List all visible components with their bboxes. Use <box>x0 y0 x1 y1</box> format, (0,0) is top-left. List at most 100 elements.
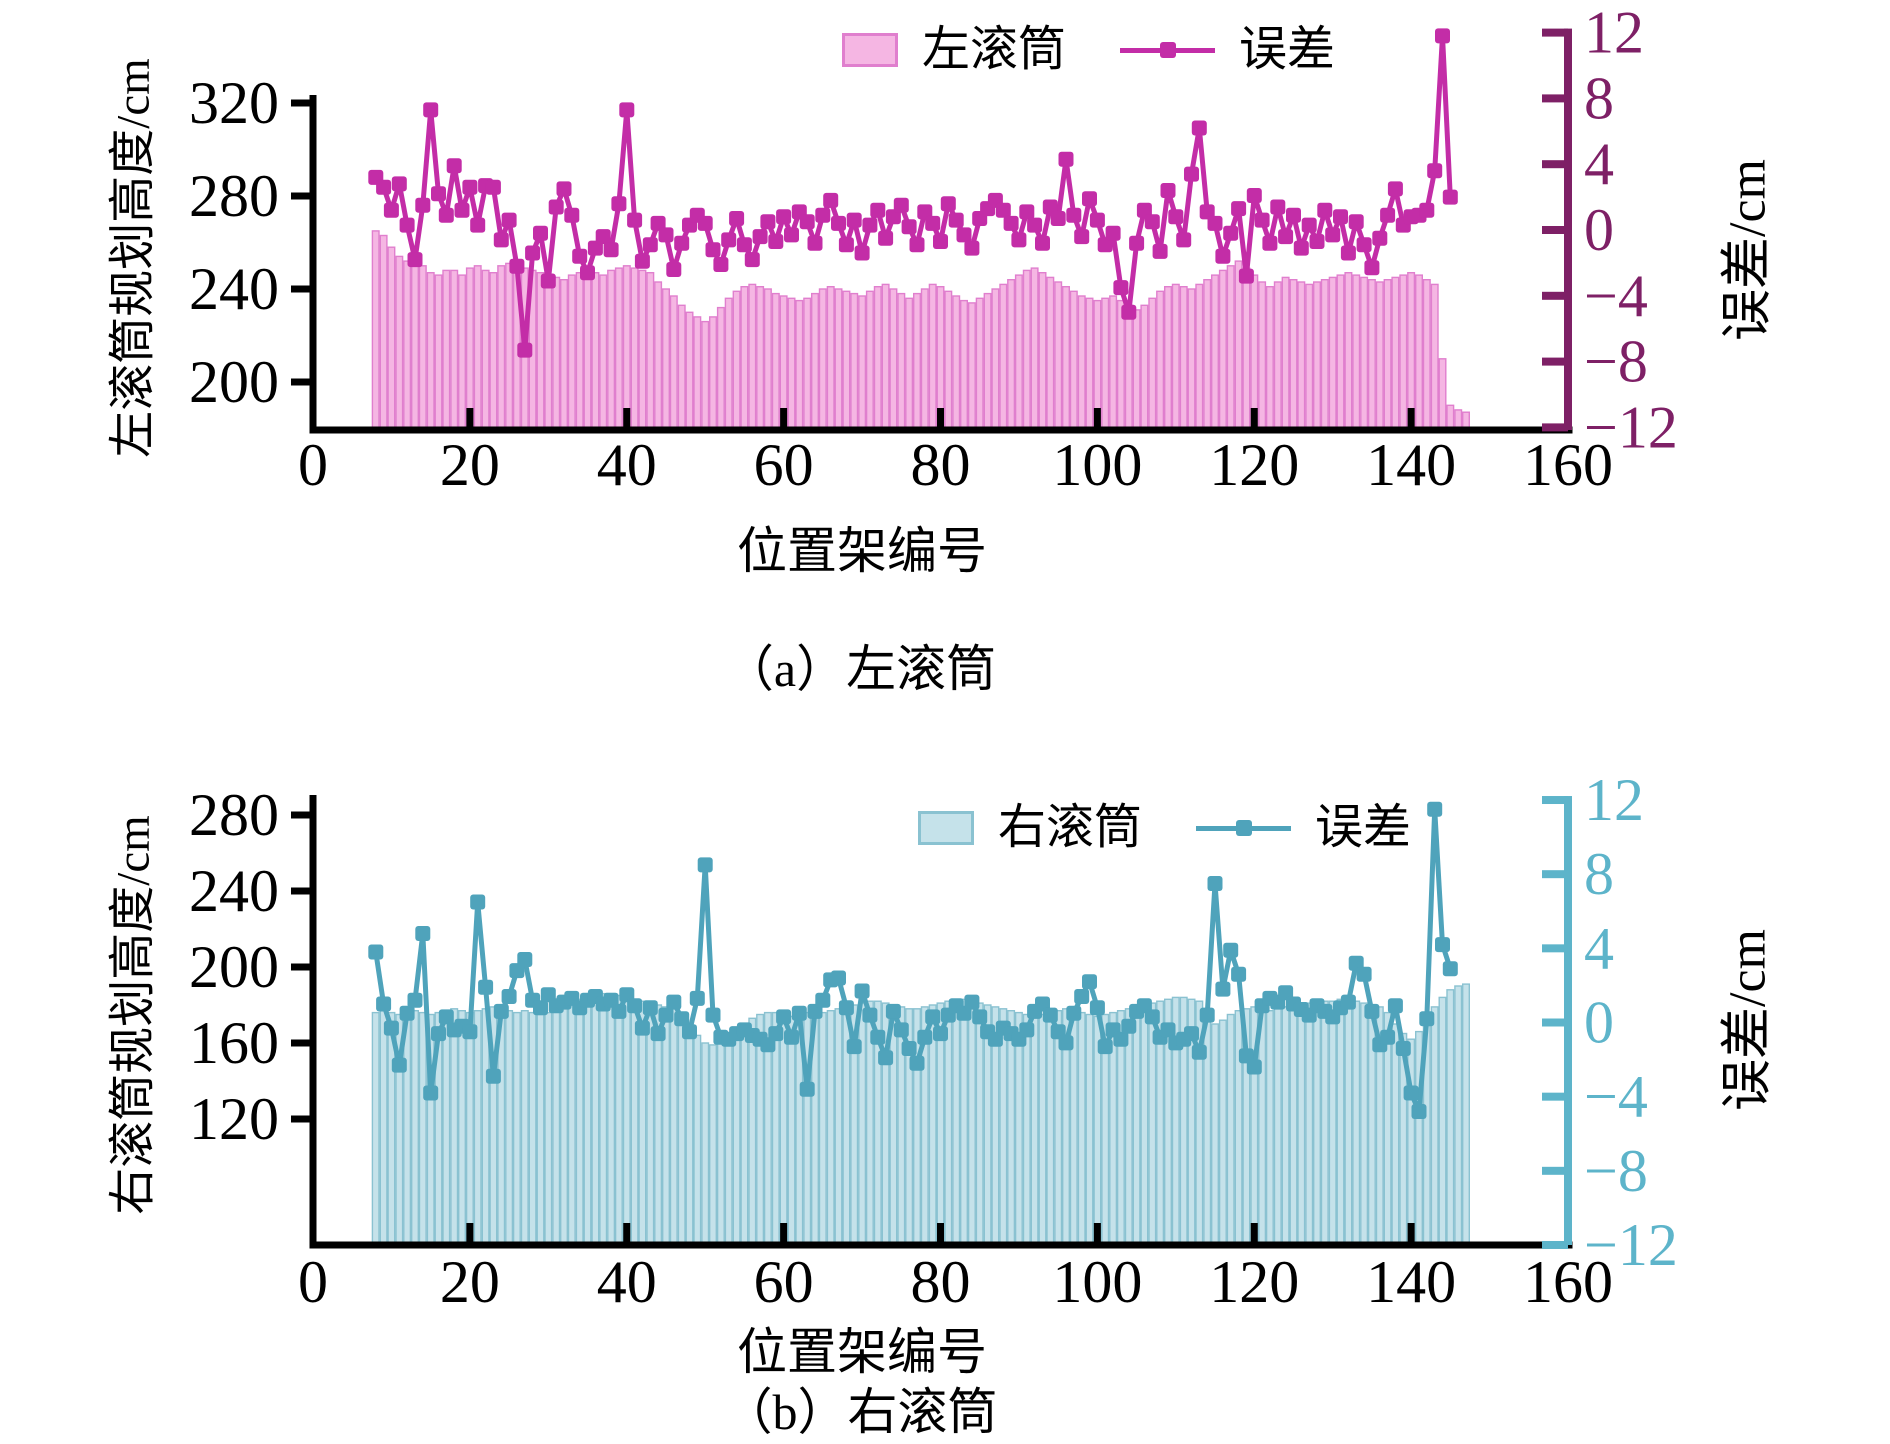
bar <box>411 262 420 431</box>
error-marker-icon <box>901 219 917 235</box>
bar <box>1328 276 1337 431</box>
bar <box>1132 1006 1141 1246</box>
error-marker-icon <box>909 1055 925 1071</box>
error-marker-icon <box>854 983 870 999</box>
bar <box>1367 279 1376 431</box>
bar <box>1085 1013 1094 1246</box>
error-marker-icon <box>478 979 494 995</box>
bar <box>842 290 851 431</box>
error-marker-icon <box>1191 1044 1207 1060</box>
bar <box>1360 1002 1369 1246</box>
bar <box>426 272 435 431</box>
bar <box>1101 297 1110 431</box>
bar <box>1336 998 1345 1246</box>
bar <box>1258 1008 1267 1246</box>
error-marker-icon <box>776 1009 792 1025</box>
x-tick-label: 40 <box>597 432 657 498</box>
error-marker-icon <box>533 1000 548 1016</box>
bar <box>583 996 592 1246</box>
bar <box>1414 274 1423 431</box>
bar <box>1407 272 1416 431</box>
panel-a-right-axis-title: 误差/cm <box>1719 159 1777 341</box>
bar <box>1226 265 1235 431</box>
bar <box>1391 276 1400 431</box>
right-tick-label: −8 <box>1584 1138 1648 1204</box>
error-marker-icon <box>1074 229 1090 245</box>
error-marker-icon <box>1309 234 1325 249</box>
bar <box>1038 1013 1047 1246</box>
error-marker-icon <box>831 970 846 986</box>
error-marker-icon <box>1223 225 1239 241</box>
error-marker-icon <box>995 202 1011 218</box>
bar <box>1109 295 1118 431</box>
bar <box>567 1002 576 1246</box>
error-marker-icon <box>1129 235 1145 251</box>
error-marker-icon <box>784 1029 799 1045</box>
error-marker-icon <box>619 102 635 118</box>
error-marker-icon <box>1050 211 1066 226</box>
bar <box>920 288 929 431</box>
x-tick-label: 80 <box>911 1249 971 1315</box>
bar <box>669 1008 678 1246</box>
error-marker-icon <box>862 217 878 233</box>
error-marker-icon <box>525 245 541 261</box>
panel-a-caption: （a）左滚筒 <box>723 641 997 697</box>
error-marker-icon <box>760 214 776 230</box>
error-marker-icon <box>391 176 407 192</box>
bar <box>1226 1013 1235 1246</box>
error-marker-icon <box>784 227 799 243</box>
x-tick-label: 0 <box>298 1249 328 1315</box>
bar <box>1210 1023 1219 1246</box>
bar <box>967 1000 976 1246</box>
bar <box>1360 276 1369 431</box>
bar <box>1250 274 1259 431</box>
bar <box>1265 1010 1274 1246</box>
error-marker-icon <box>1419 202 1435 218</box>
error-marker-icon <box>815 992 831 1008</box>
bar <box>1038 272 1047 431</box>
bar <box>881 283 890 431</box>
error-marker-icon <box>1286 207 1301 223</box>
bar <box>497 265 506 431</box>
error-marker-icon <box>1270 199 1286 215</box>
error-marker-icon <box>548 199 564 215</box>
error-marker-icon <box>383 202 399 218</box>
bar <box>709 1044 718 1246</box>
panel-b-legend: 右滚筒 误差 <box>918 804 1411 852</box>
bar <box>442 1010 451 1246</box>
bar <box>1022 1013 1031 1246</box>
bar <box>748 283 757 431</box>
bar <box>850 292 859 431</box>
error-marker-icon <box>658 1007 674 1023</box>
error-marker-icon <box>1356 966 1372 982</box>
error-marker-icon <box>736 237 752 253</box>
error-marker-icon <box>1097 237 1113 253</box>
error-marker-icon <box>752 229 768 245</box>
error-marker-icon <box>1333 209 1348 225</box>
bar <box>818 288 827 431</box>
bar <box>905 297 914 431</box>
error-marker-icon <box>1340 245 1356 261</box>
bar <box>630 998 639 1246</box>
error-marker-icon <box>1176 232 1192 248</box>
bar <box>685 1023 694 1246</box>
bar <box>536 272 545 431</box>
right-tick-label: 12 <box>1584 0 1644 66</box>
error-marker-icon <box>431 1026 446 1042</box>
bar <box>1446 989 1455 1246</box>
bar <box>575 272 584 431</box>
bar <box>1046 276 1055 431</box>
bar <box>952 998 961 1246</box>
x-tick-label: 20 <box>440 432 500 498</box>
bar <box>434 274 443 431</box>
error-marker-icon <box>517 952 533 967</box>
bar <box>795 299 804 431</box>
error-marker-icon <box>517 342 533 358</box>
bar <box>528 1011 537 1246</box>
error-marker-icon <box>1184 1026 1199 1042</box>
error-marker-icon <box>1011 232 1027 248</box>
bar <box>662 1006 671 1246</box>
panel-b-caption: （b）右滚筒 <box>722 1384 998 1440</box>
